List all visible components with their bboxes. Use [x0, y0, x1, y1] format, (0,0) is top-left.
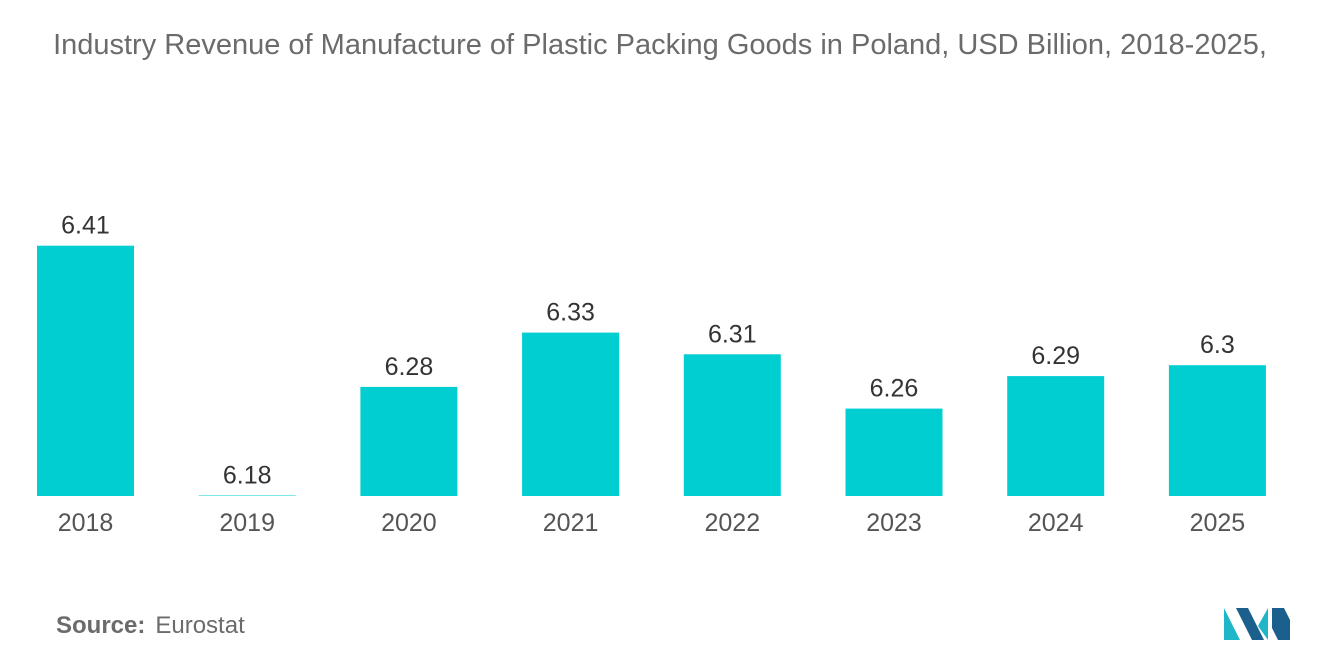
value-label-2022: 6.31: [708, 320, 757, 348]
bar-2020: [360, 386, 458, 496]
source-label: Source:: [56, 612, 146, 639]
x-tick-label-2025: 2025: [1190, 509, 1246, 537]
mordor-intelligence-logo-icon: [1224, 608, 1290, 640]
value-label-2020: 6.28: [385, 353, 434, 381]
chart-title: Industry Revenue of Manufacture of Plast…: [53, 29, 1267, 61]
value-label-2024: 6.29: [1031, 342, 1080, 370]
bar-2018: [37, 245, 134, 496]
logo-right-shape: [1272, 608, 1290, 640]
x-tick-label-2020: 2020: [381, 509, 437, 537]
x-tick-label-2023: 2023: [866, 509, 922, 537]
bar-2024: [1007, 376, 1105, 496]
x-tick-label-2022: 2022: [704, 509, 760, 537]
x-tick-label-2021: 2021: [543, 509, 599, 537]
bars-layer: [37, 245, 1266, 496]
value-label-2019: 6.18: [223, 462, 272, 490]
bar-2019: [198, 495, 296, 496]
value-label-2018: 6.41: [61, 212, 110, 240]
source-value: Eurostat: [155, 612, 245, 639]
x-tick-label-2019: 2019: [219, 509, 275, 537]
value-label-2021: 6.33: [546, 299, 595, 327]
bar-2023: [845, 408, 943, 496]
source-note: Source: Eurostat: [56, 612, 245, 640]
value-label-2025: 6.3: [1200, 331, 1235, 359]
value-labels-layer: 6.41 6.18 6.28 6.33 6.31 6.26 6.29 6.3: [61, 212, 1235, 490]
x-tick-label-2018: 2018: [58, 509, 114, 537]
logo-right-middle-shape: [1258, 608, 1268, 640]
bar-2025: [1168, 365, 1266, 496]
x-tick-label-2024: 2024: [1028, 509, 1084, 537]
bar-2022: [683, 354, 781, 496]
bar-2021: [522, 332, 620, 496]
logo-middle-shape: [1236, 608, 1264, 640]
x-axis-tick-labels: 2018 2019 2020 2021 2022 2023 2024 2025: [58, 509, 1246, 537]
logo-left-shape: [1224, 608, 1240, 640]
value-label-2023: 6.26: [870, 375, 919, 403]
